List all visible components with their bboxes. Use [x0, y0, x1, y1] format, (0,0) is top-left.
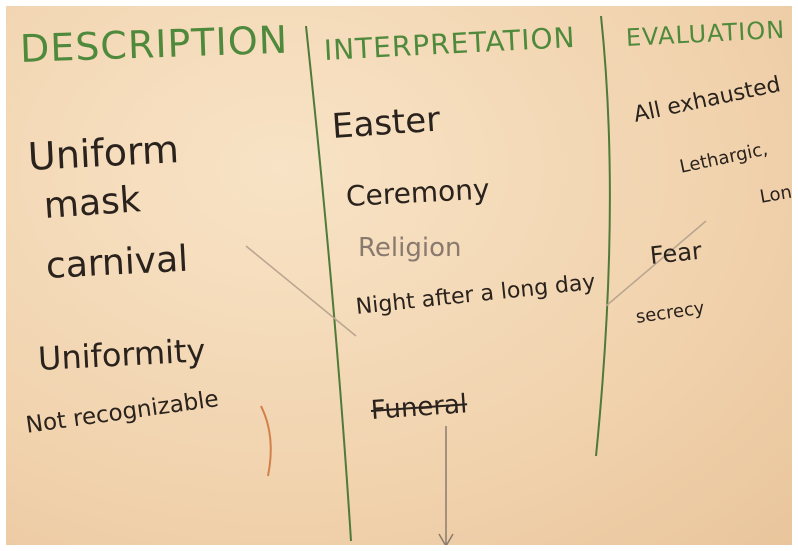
drawing-lines: [245, 15, 707, 545]
handwritten-note: mask: [42, 179, 142, 227]
handwritten-note: Religion: [358, 233, 462, 263]
column-divider: [305, 25, 352, 542]
faint-line: [605, 220, 707, 307]
column-divider: [595, 15, 611, 457]
arrow-head: [438, 533, 454, 545]
handwritten-note: carnival: [44, 238, 190, 287]
handwritten-note: Fear: [648, 236, 704, 270]
handwritten-note: Easter: [330, 99, 442, 147]
flipchart: DESCRIPTION Uniform mask carnival Uniformity…: [6, 6, 792, 545]
faint-line: [245, 245, 357, 337]
handwritten-note: Uniform: [26, 127, 181, 179]
column-heading: DESCRIPTION: [19, 17, 289, 71]
orange-mark: [260, 405, 272, 477]
